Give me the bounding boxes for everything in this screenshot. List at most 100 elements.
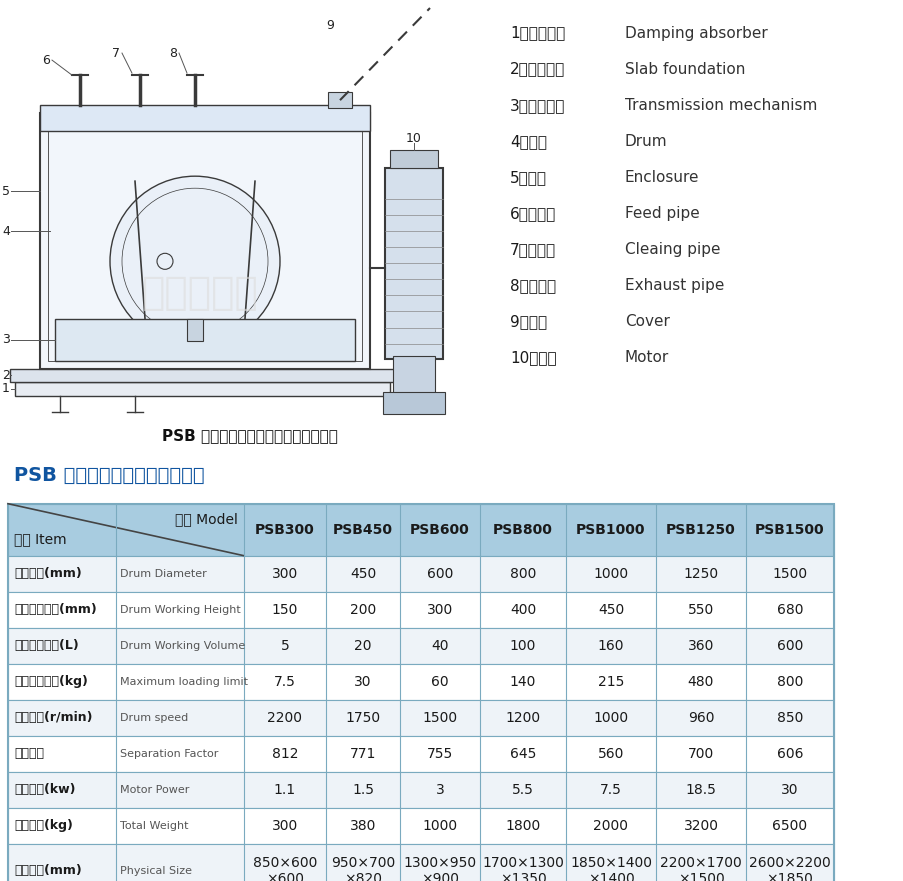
Text: 1200: 1200 — [505, 711, 540, 725]
Text: 2000: 2000 — [593, 818, 628, 833]
Bar — [8, 592, 833, 628]
Text: 1000: 1000 — [592, 566, 628, 581]
Text: 30: 30 — [354, 675, 371, 689]
Text: Enclosure: Enclosure — [624, 170, 699, 185]
Text: 40: 40 — [431, 639, 448, 653]
Text: 300: 300 — [426, 603, 452, 617]
Text: 600: 600 — [776, 639, 802, 653]
Text: 8: 8 — [169, 47, 177, 60]
Text: 5、外壳: 5、外壳 — [509, 170, 546, 185]
Text: PSB1500: PSB1500 — [754, 522, 824, 537]
Bar — [8, 628, 833, 663]
Text: PSB450: PSB450 — [332, 522, 393, 537]
Text: 5: 5 — [2, 185, 10, 197]
Text: 整机重量(kg): 整机重量(kg) — [14, 819, 73, 833]
Bar — [8, 504, 833, 556]
Text: 645: 645 — [509, 747, 535, 760]
Text: 5: 5 — [280, 639, 289, 653]
Text: 30: 30 — [780, 782, 798, 796]
Text: 18.5: 18.5 — [684, 782, 716, 796]
Bar — [10, 368, 395, 381]
Text: Physical Size: Physical Size — [120, 866, 191, 876]
Text: 680: 680 — [776, 603, 803, 617]
Text: PSB 型平板大翻盖上卸料离心机示意图: PSB 型平板大翻盖上卸料离心机示意图 — [162, 428, 338, 443]
Text: PSB600: PSB600 — [410, 522, 470, 537]
Text: 7.5: 7.5 — [600, 782, 621, 796]
Text: 4、转鼓: 4、转鼓 — [509, 134, 546, 149]
Text: 3: 3 — [435, 782, 444, 796]
Text: Cover: Cover — [624, 314, 669, 329]
Text: PSB800: PSB800 — [492, 522, 553, 537]
Text: 606: 606 — [776, 747, 803, 760]
Text: 1250: 1250 — [683, 566, 718, 581]
Text: 2200: 2200 — [267, 711, 303, 725]
Text: Motor: Motor — [624, 350, 668, 365]
Text: PSB 系列离心机主要技术参数：: PSB 系列离心机主要技术参数： — [14, 466, 204, 485]
Text: Drum speed: Drum speed — [120, 713, 188, 722]
Text: 1750: 1750 — [345, 711, 380, 725]
Text: Drum: Drum — [624, 134, 667, 149]
Text: 200: 200 — [349, 603, 376, 617]
Bar — [385, 168, 442, 359]
Text: Transmission mechanism: Transmission mechanism — [624, 98, 816, 113]
Bar — [55, 319, 355, 360]
Text: Drum Diameter: Drum Diameter — [120, 569, 207, 579]
Text: 项目 Item: 项目 Item — [14, 532, 67, 545]
Text: 最高转速(r/min): 最高转速(r/min) — [14, 711, 92, 724]
Text: 480: 480 — [687, 675, 713, 689]
Text: 950×700
×820: 950×700 ×820 — [330, 855, 395, 881]
Text: PSB300: PSB300 — [255, 522, 314, 537]
Text: 9、翻盖: 9、翻盖 — [509, 314, 546, 329]
Bar — [8, 808, 833, 844]
Bar — [40, 105, 369, 131]
Text: 8、排气管: 8、排气管 — [509, 278, 555, 293]
Text: 4: 4 — [2, 225, 10, 238]
Text: 360: 360 — [687, 639, 713, 653]
Text: Drum Working Height: Drum Working Height — [120, 604, 240, 615]
Text: 型号 Model: 型号 Model — [175, 512, 237, 526]
Text: 2600×2200
×1850: 2600×2200 ×1850 — [749, 855, 830, 881]
Text: 550: 550 — [687, 603, 713, 617]
Text: 380: 380 — [349, 818, 376, 833]
Text: 800: 800 — [776, 675, 802, 689]
Bar — [8, 556, 833, 592]
Bar — [8, 736, 833, 772]
Text: Maximum loading limit: Maximum loading limit — [120, 677, 247, 686]
Text: 10、电机: 10、电机 — [509, 350, 556, 365]
Bar — [8, 844, 833, 881]
Text: 2200×1700
×1500: 2200×1700 ×1500 — [659, 855, 741, 881]
Text: 外形尺寸(mm): 外形尺寸(mm) — [14, 864, 81, 877]
Circle shape — [110, 176, 280, 346]
Text: 160: 160 — [597, 639, 624, 653]
Text: 1: 1 — [2, 382, 10, 395]
Text: 400: 400 — [509, 603, 535, 617]
Text: 1500: 1500 — [422, 711, 457, 725]
Text: 3、传动机构: 3、传动机构 — [509, 98, 564, 113]
Bar — [48, 122, 361, 360]
Text: 7.5: 7.5 — [274, 675, 295, 689]
Text: 60: 60 — [431, 675, 448, 689]
Text: 1700×1300
×1350: 1700×1300 ×1350 — [481, 855, 563, 881]
Text: Exhaust pipe: Exhaust pipe — [624, 278, 723, 293]
Bar — [383, 392, 444, 414]
Text: 700: 700 — [687, 747, 713, 760]
Text: 1850×1400
×1400: 1850×1400 ×1400 — [570, 855, 651, 881]
Text: 1000: 1000 — [592, 711, 628, 725]
Bar — [15, 381, 389, 396]
Text: 电机功率(kw): 电机功率(kw) — [14, 783, 76, 796]
Text: 450: 450 — [597, 603, 623, 617]
Text: 2: 2 — [2, 368, 10, 381]
Text: 850×600
×600: 850×600 ×600 — [253, 855, 317, 881]
Text: 6: 6 — [42, 54, 50, 67]
Text: 20: 20 — [354, 639, 371, 653]
Text: 300: 300 — [272, 566, 298, 581]
Text: Feed pipe: Feed pipe — [624, 206, 699, 221]
Text: 9: 9 — [326, 19, 333, 32]
Text: Separation Factor: Separation Factor — [120, 749, 219, 759]
Text: 960: 960 — [687, 711, 713, 725]
Text: 5.5: 5.5 — [511, 782, 534, 796]
Bar — [393, 356, 434, 394]
Text: 2、平板基础: 2、平板基础 — [509, 62, 564, 77]
Text: 771: 771 — [349, 747, 376, 760]
Text: 812: 812 — [272, 747, 298, 760]
